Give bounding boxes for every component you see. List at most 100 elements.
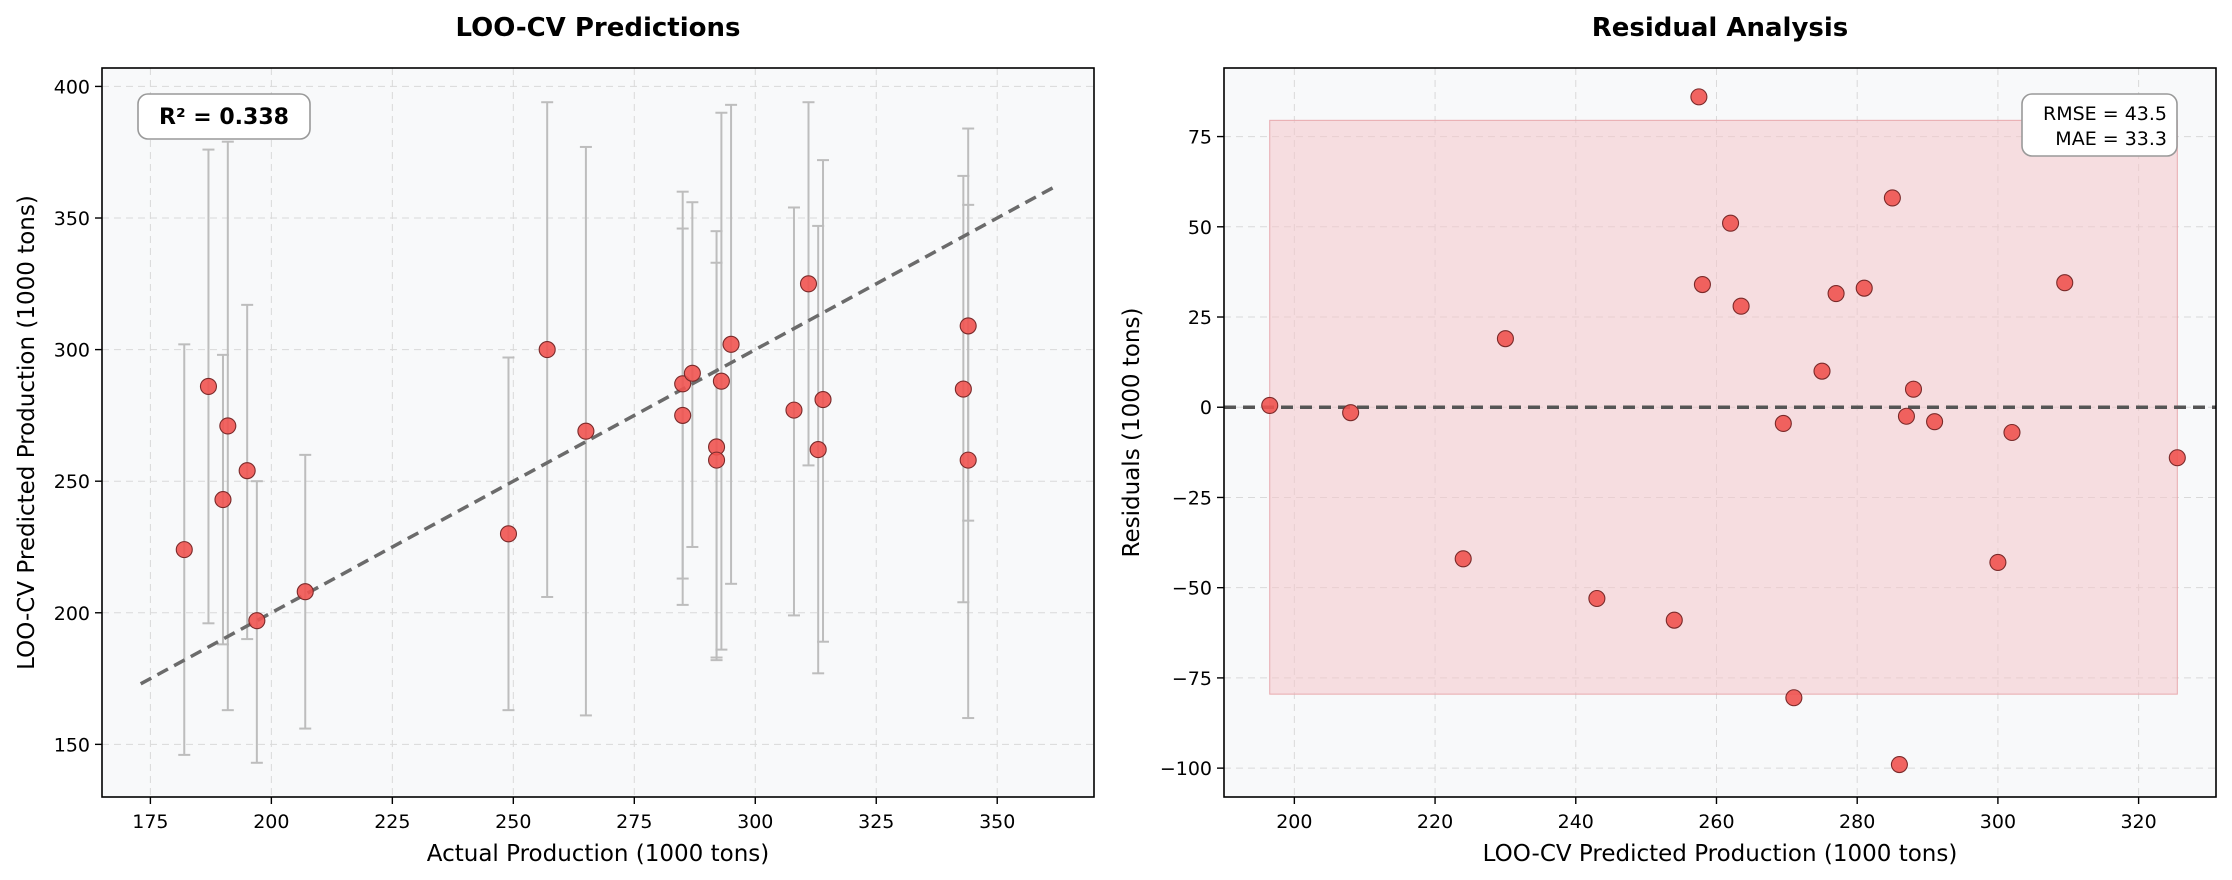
data-point bbox=[799, 275, 818, 293]
trend-line bbox=[139, 184, 1057, 686]
data-point bbox=[1897, 407, 1915, 425]
data-point bbox=[1890, 755, 1908, 774]
data-point bbox=[708, 451, 726, 469]
plot-frame bbox=[1223, 67, 2217, 798]
data-point bbox=[814, 391, 832, 409]
data-point bbox=[2168, 449, 2186, 467]
annotation-box bbox=[2021, 93, 2178, 157]
y-axis-label: LOO-CV Predicted Production (1000 tons) bbox=[14, 195, 40, 670]
x-tick-label: 275 bbox=[616, 811, 652, 833]
x-tick-label: 240 bbox=[1558, 811, 1594, 833]
data-point bbox=[1774, 414, 1792, 433]
x-tick-label: 200 bbox=[1276, 811, 1312, 833]
rmse-label: RMSE = 43.5 bbox=[2043, 103, 2167, 125]
data-point bbox=[1690, 88, 1708, 106]
x-tick-label: 175 bbox=[132, 811, 168, 833]
x-tick-label: 250 bbox=[495, 811, 531, 833]
data-point bbox=[1904, 380, 1923, 398]
y-tick-label: 75 bbox=[1188, 127, 1212, 149]
error-metrics-annotation: RMSE = 43.5 MAE = 33.3 bbox=[2021, 93, 2178, 157]
x-tick-label: 325 bbox=[858, 811, 894, 833]
y-tick-label: 250 bbox=[54, 471, 90, 493]
data-point bbox=[499, 525, 518, 543]
x-tick-label: 300 bbox=[737, 811, 773, 833]
x-tick-label: 350 bbox=[979, 811, 1015, 833]
y-tick-label: 25 bbox=[1188, 307, 1212, 329]
data-point bbox=[1813, 362, 1831, 380]
y-ticks: 150 200 250 300 350 400 bbox=[54, 76, 102, 756]
data-point bbox=[674, 406, 692, 424]
data-point bbox=[674, 375, 692, 393]
y-tick-label: 50 bbox=[1188, 217, 1212, 239]
data-point bbox=[712, 372, 730, 390]
y-tick-label: −50 bbox=[1172, 578, 1212, 600]
data-points bbox=[175, 275, 977, 630]
data-points bbox=[1261, 88, 2186, 774]
data-point bbox=[577, 422, 595, 440]
data-point bbox=[199, 377, 218, 395]
data-point bbox=[1785, 689, 1803, 707]
data-point bbox=[248, 612, 266, 630]
x-tick-label: 320 bbox=[2120, 811, 2156, 833]
y-tick-label: 150 bbox=[54, 734, 90, 756]
data-point bbox=[1989, 553, 2007, 571]
x-tick-label: 220 bbox=[1417, 811, 1453, 833]
data-point bbox=[1926, 413, 1944, 431]
chart-title: LOO-CV Predictions bbox=[455, 13, 740, 43]
r-squared-label: R² = 0.338 bbox=[159, 105, 289, 130]
data-point bbox=[2056, 274, 2074, 292]
plot-frame bbox=[101, 67, 1095, 798]
annotation-box bbox=[137, 93, 311, 140]
data-point bbox=[1342, 404, 1360, 422]
x-axis-label: Actual Production (1000 tons) bbox=[427, 841, 769, 867]
data-point bbox=[238, 462, 256, 480]
x-tick-label: 280 bbox=[1839, 811, 1875, 833]
x-tick-label: 260 bbox=[1698, 811, 1734, 833]
y-ticks: 75 50 25 0 −25 −50 −75 −100 bbox=[1160, 127, 1224, 780]
y-tick-label: 350 bbox=[54, 208, 90, 230]
y-tick-label: −25 bbox=[1172, 487, 1212, 509]
data-point bbox=[2003, 423, 2021, 442]
data-point bbox=[809, 441, 827, 459]
data-point bbox=[296, 583, 314, 601]
data-point bbox=[1883, 189, 1901, 207]
loo-cv-predictions-chart: 175 200 225 250 275 300 325 350 150 200 250 300 350… bbox=[14, 13, 1095, 867]
data-point bbox=[175, 541, 193, 559]
x-ticks: 200 220 240 260 280 300 320 bbox=[1276, 797, 2157, 833]
r-squared-annotation: R² = 0.338 bbox=[137, 93, 311, 140]
data-point bbox=[1827, 285, 1845, 303]
chart-title: Residual Analysis bbox=[1592, 13, 1849, 43]
plot-area bbox=[102, 68, 1094, 797]
data-point bbox=[1665, 611, 1683, 629]
data-point bbox=[785, 401, 803, 419]
y-tick-label: 400 bbox=[54, 76, 90, 98]
data-point bbox=[538, 341, 556, 359]
y-tick-label: −75 bbox=[1172, 668, 1212, 690]
mae-label: MAE = 33.3 bbox=[2055, 128, 2167, 150]
data-point bbox=[1732, 297, 1750, 315]
data-point bbox=[959, 451, 977, 469]
x-tick-label: 225 bbox=[374, 811, 410, 833]
data-point bbox=[1855, 279, 1873, 297]
residual-analysis-chart: 200 220 240 260 280 300 320 75 50 25 0 −25 −50 −75 −1… bbox=[1119, 13, 2217, 867]
data-point bbox=[1588, 589, 1606, 608]
data-point bbox=[214, 491, 232, 509]
data-point bbox=[683, 364, 701, 382]
y-tick-label: 200 bbox=[54, 603, 90, 625]
data-point bbox=[1454, 550, 1472, 568]
grid bbox=[102, 68, 1094, 797]
y-tick-label: −100 bbox=[1160, 758, 1212, 780]
data-point bbox=[1261, 396, 1279, 414]
data-point bbox=[722, 335, 740, 353]
x-tick-label: 300 bbox=[1980, 811, 2016, 833]
data-point bbox=[959, 317, 977, 335]
data-point bbox=[1722, 214, 1740, 232]
x-axis-label: LOO-CV Predicted Production (1000 tons) bbox=[1483, 841, 1958, 867]
data-point bbox=[954, 380, 972, 398]
x-ticks: 175 200 225 250 275 300 325 350 bbox=[132, 797, 1015, 833]
x-tick-label: 200 bbox=[253, 811, 289, 833]
y-tick-label: 0 bbox=[1200, 397, 1212, 419]
data-point bbox=[219, 417, 237, 435]
data-point bbox=[1496, 330, 1514, 348]
